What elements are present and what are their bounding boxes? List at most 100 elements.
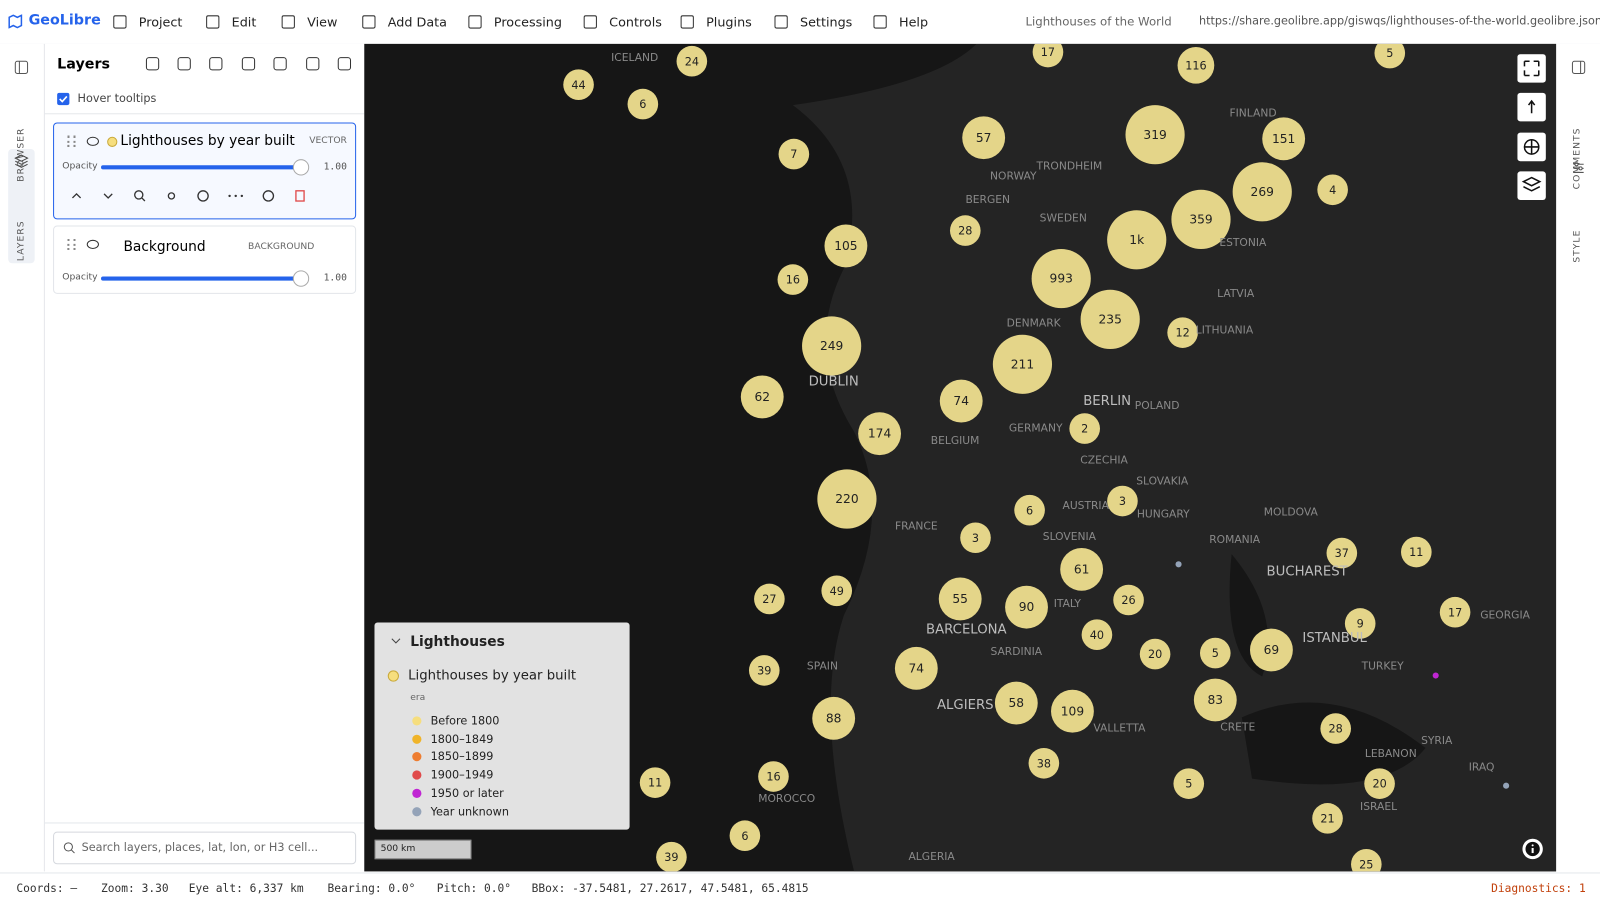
cluster[interactable] bbox=[1060, 547, 1104, 591]
rail-tab[interactable]: COMMENTS bbox=[1572, 127, 1583, 190]
cluster[interactable] bbox=[1081, 619, 1113, 650]
cluster[interactable] bbox=[778, 138, 810, 170]
cluster[interactable] bbox=[817, 469, 877, 529]
cluster[interactable] bbox=[1199, 637, 1231, 669]
rail-tab[interactable]: STYLE bbox=[1572, 229, 1583, 263]
menu-item[interactable]: Controls bbox=[609, 14, 662, 30]
browser-icon[interactable] bbox=[14, 60, 29, 74]
cluster[interactable] bbox=[1167, 317, 1198, 348]
layer-tools[interactable] bbox=[66, 187, 311, 205]
menu-item[interactable]: Help bbox=[898, 14, 929, 30]
search-box[interactable]: Search layers, places, lat, lon, or H3 c… bbox=[53, 831, 357, 865]
cluster[interactable] bbox=[754, 583, 785, 615]
cluster[interactable] bbox=[1005, 585, 1048, 629]
map-controls[interactable] bbox=[1517, 54, 1546, 209]
rail-tab[interactable]: LAYERS bbox=[16, 220, 27, 262]
cluster[interactable] bbox=[1028, 747, 1060, 779]
cluster[interactable] bbox=[960, 522, 991, 554]
style-icon[interactable] bbox=[1571, 161, 1585, 175]
cluster[interactable] bbox=[994, 681, 1038, 725]
cluster[interactable] bbox=[627, 88, 659, 120]
menu-item[interactable]: Settings bbox=[799, 14, 853, 30]
cluster[interactable] bbox=[1439, 596, 1471, 628]
toolbar-icon[interactable] bbox=[241, 57, 256, 71]
cluster[interactable] bbox=[1177, 46, 1215, 84]
opacity-slider[interactable] bbox=[101, 270, 310, 287]
cluster[interactable] bbox=[676, 45, 708, 77]
cluster[interactable] bbox=[939, 379, 983, 423]
menu-item[interactable]: Edit bbox=[231, 14, 257, 30]
cluster[interactable] bbox=[777, 264, 809, 295]
visibility-toggle[interactable] bbox=[86, 239, 99, 249]
menu-item[interactable]: Add Data bbox=[387, 14, 447, 30]
toolbar-icon[interactable] bbox=[337, 57, 352, 71]
cluster[interactable] bbox=[1173, 768, 1205, 799]
cluster[interactable] bbox=[1364, 768, 1395, 799]
info-button[interactable] bbox=[1521, 838, 1543, 860]
menu-item[interactable]: Processing bbox=[493, 14, 562, 30]
cluster[interactable] bbox=[1014, 494, 1045, 526]
toolbar-icon[interactable] bbox=[273, 57, 287, 71]
cluster[interactable] bbox=[740, 375, 784, 419]
cluster[interactable] bbox=[1113, 584, 1144, 616]
cluster[interactable] bbox=[962, 116, 1006, 160]
cluster[interactable] bbox=[563, 69, 594, 100]
cluster[interactable] bbox=[894, 646, 938, 690]
cluster[interactable] bbox=[1125, 105, 1185, 165]
cluster[interactable] bbox=[1193, 678, 1237, 722]
brand[interactable]: GeoLibre bbox=[28, 12, 101, 29]
menu-item[interactable]: Project bbox=[138, 14, 183, 30]
cluster[interactable] bbox=[1312, 803, 1343, 834]
cluster[interactable] bbox=[1401, 536, 1432, 568]
cluster[interactable] bbox=[858, 412, 902, 456]
menu-item[interactable]: View bbox=[307, 14, 338, 30]
cluster[interactable] bbox=[812, 696, 856, 740]
cluster[interactable] bbox=[1032, 43, 1064, 68]
cluster[interactable] bbox=[1107, 210, 1167, 270]
visibility-toggle[interactable] bbox=[86, 136, 99, 146]
cluster[interactable] bbox=[1317, 174, 1348, 206]
cluster[interactable] bbox=[821, 575, 853, 607]
layer-card[interactable]: Background BACKGROUND Opacity 1.00 bbox=[53, 225, 357, 294]
cluster[interactable] bbox=[1326, 537, 1358, 569]
cluster[interactable] bbox=[1374, 43, 1406, 69]
rail-tab[interactable]: BROWSER bbox=[16, 127, 27, 182]
map[interactable]: 44 6 24 17 116 5 7 57 319 151 269 4 28 105 359 1k 993 16 2… bbox=[364, 43, 1557, 872]
cluster[interactable] bbox=[1262, 117, 1306, 161]
toolbar-icon[interactable] bbox=[177, 57, 191, 71]
cluster[interactable] bbox=[729, 820, 761, 852]
opacity-slider[interactable] bbox=[101, 159, 310, 176]
cluster[interactable] bbox=[1139, 638, 1171, 670]
cluster[interactable] bbox=[949, 215, 981, 246]
cluster[interactable] bbox=[1344, 608, 1376, 639]
toolbar-icon[interactable] bbox=[209, 57, 223, 71]
cluster[interactable] bbox=[1069, 413, 1100, 444]
cluster[interactable] bbox=[1107, 485, 1138, 517]
cluster[interactable] bbox=[992, 334, 1053, 394]
checkbox[interactable] bbox=[57, 92, 70, 106]
menu-item[interactable]: Plugins bbox=[706, 14, 752, 30]
layer-card[interactable]: Lighthouses by year built VECTOR Opacity… bbox=[53, 122, 357, 220]
toolbar-icon[interactable] bbox=[145, 57, 160, 71]
layers-icon[interactable] bbox=[14, 154, 29, 168]
cluster[interactable] bbox=[748, 655, 780, 686]
cluster[interactable] bbox=[639, 767, 671, 798]
cluster[interactable] bbox=[656, 841, 687, 872]
cluster[interactable] bbox=[1351, 848, 1382, 872]
comments-icon[interactable] bbox=[1571, 60, 1586, 74]
cluster[interactable] bbox=[802, 316, 862, 376]
cluster[interactable] bbox=[1051, 689, 1094, 733]
cluster[interactable] bbox=[1232, 162, 1292, 222]
toolbar-icon[interactable] bbox=[306, 57, 320, 71]
cluster[interactable] bbox=[938, 577, 982, 621]
share-url[interactable]: https://share.geolibre.app/giswqs/lighth… bbox=[1198, 14, 1600, 28]
cluster[interactable] bbox=[824, 224, 868, 268]
cluster[interactable] bbox=[1320, 713, 1352, 744]
cluster[interactable] bbox=[1171, 189, 1231, 249]
cluster[interactable] bbox=[1080, 289, 1140, 349]
cluster[interactable] bbox=[1249, 628, 1293, 672]
cluster-count: 9 bbox=[1357, 618, 1364, 631]
diagnostics[interactable]: Diagnostics: 1 bbox=[1491, 881, 1586, 895]
cluster[interactable] bbox=[758, 761, 789, 792]
cluster[interactable] bbox=[1031, 248, 1091, 309]
